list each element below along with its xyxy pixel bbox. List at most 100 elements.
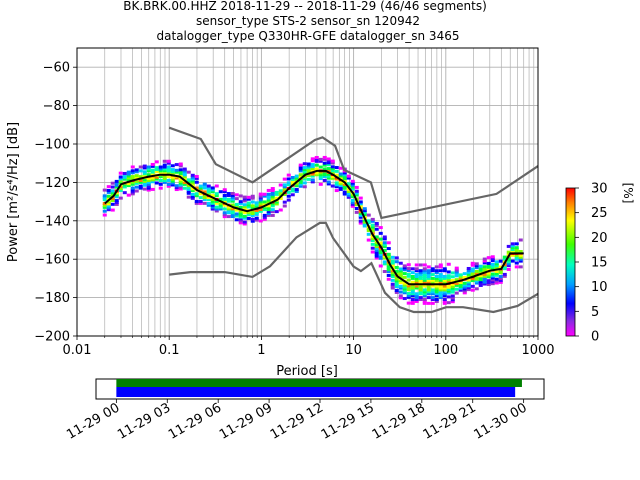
heatmap-cell: [226, 193, 231, 197]
heatmap-cell: [394, 279, 399, 283]
heatmap-cell: [250, 213, 255, 217]
heatmap-cell: [206, 184, 211, 188]
heatmap-cell: [150, 176, 155, 180]
heatmap-cell: [490, 266, 495, 270]
heatmap-cell: [278, 183, 283, 187]
heatmap-cell: [182, 177, 187, 181]
heatmap-cell: [326, 167, 331, 171]
heatmap-cell: [234, 204, 239, 208]
heatmap-cell: [434, 288, 439, 292]
heatmap-cell: [170, 183, 175, 187]
heatmap-cell: [498, 269, 503, 273]
heatmap-cell: [238, 205, 243, 209]
heatmap-cell: [294, 188, 299, 192]
heatmap-cell: [418, 274, 423, 278]
heatmap-cell: [510, 248, 515, 252]
heatmap-cell: [378, 237, 383, 241]
heatmap-cell: [150, 168, 155, 172]
heatmap-cell: [466, 288, 471, 292]
timeline-bar: [116, 387, 516, 397]
heatmap-cell: [274, 196, 279, 200]
y-tick-label: −140: [34, 214, 70, 229]
heatmap-cell: [378, 226, 383, 230]
heatmap-cell: [158, 186, 163, 190]
heatmap-cell: [226, 197, 231, 201]
colorbar-tick-label: 5: [591, 305, 599, 320]
heatmap-cell: [330, 169, 335, 173]
heatmap-cell: [134, 176, 139, 180]
heatmap-cell: [246, 205, 251, 209]
heatmap-cell: [254, 212, 259, 216]
heatmap-cell: [286, 181, 291, 185]
heatmap-cell: [106, 194, 111, 198]
heatmap-cell: [214, 194, 219, 198]
heatmap-cell: [414, 296, 419, 300]
heatmap-cell: [202, 201, 207, 205]
heatmap-cell: [266, 198, 271, 202]
heatmap-cell: [462, 285, 467, 289]
heatmap-cell: [258, 194, 263, 198]
heatmap-cell: [486, 283, 491, 287]
heatmap-cell: [262, 215, 267, 219]
heatmap-cell: [430, 269, 435, 273]
heatmap-cell: [362, 209, 367, 213]
heatmap-cell: [318, 182, 323, 186]
heatmap-cell: [394, 275, 399, 279]
heatmap-cell: [262, 192, 267, 196]
heatmap-cell: [346, 193, 351, 197]
heatmap-cell: [462, 287, 467, 291]
heatmap-cell: [114, 185, 119, 189]
heatmap-cell: [450, 294, 455, 298]
heatmap-cell: [190, 179, 195, 183]
heatmap-cell: [394, 271, 399, 275]
heatmap-cell: [454, 266, 459, 270]
heatmap-cell: [122, 175, 127, 179]
heatmap-cell: [478, 274, 483, 278]
heatmap-cell: [518, 259, 523, 263]
heatmap-cell: [346, 195, 351, 199]
heatmap-cell: [138, 186, 143, 190]
heatmap-cell: [438, 263, 443, 267]
heatmap-cell: [410, 280, 415, 284]
heatmap-cell: [482, 276, 487, 280]
heatmap-cell: [394, 265, 399, 269]
heatmap-cell: [422, 271, 427, 275]
heatmap-cell: [314, 157, 319, 161]
heatmap-cell: [302, 177, 307, 181]
heatmap-cell: [454, 274, 459, 278]
heatmap-cell: [302, 167, 307, 171]
heatmap-cell: [326, 180, 331, 184]
heatmap-cell: [442, 298, 447, 302]
heatmap-cell: [398, 280, 403, 284]
heatmap-cell: [318, 173, 323, 177]
colorbar-gradient: [565, 187, 576, 337]
heatmap-cell: [398, 273, 403, 277]
heatmap-cell: [150, 164, 155, 168]
heatmap-cell: [306, 174, 311, 178]
heatmap-cell: [130, 192, 135, 196]
heatmap-cell: [350, 204, 355, 208]
colorbar-tick-label: 25: [591, 206, 608, 221]
heatmap-cell: [162, 163, 167, 167]
heatmap-cell: [418, 263, 423, 267]
heatmap-cell: [286, 173, 291, 177]
heatmap-cell: [158, 165, 163, 169]
heatmap-cell: [178, 172, 183, 176]
heatmap-cell: [106, 208, 111, 212]
heatmap-cell: [114, 201, 119, 205]
heatmap-cell: [314, 155, 319, 159]
heatmap-cell: [354, 191, 359, 195]
heatmap-cell: [138, 178, 143, 182]
heatmap-cell: [386, 268, 391, 272]
heatmap-cell: [382, 245, 387, 249]
heatmap-cell: [298, 165, 303, 169]
heatmap-cell: [234, 202, 239, 206]
heatmap-cell: [482, 259, 487, 263]
heatmap-cell: [506, 256, 511, 260]
heatmap-cell: [206, 190, 211, 194]
heatmap-cell: [474, 264, 479, 268]
heatmap-cell: [122, 177, 127, 181]
heatmap-cell: [370, 239, 375, 243]
